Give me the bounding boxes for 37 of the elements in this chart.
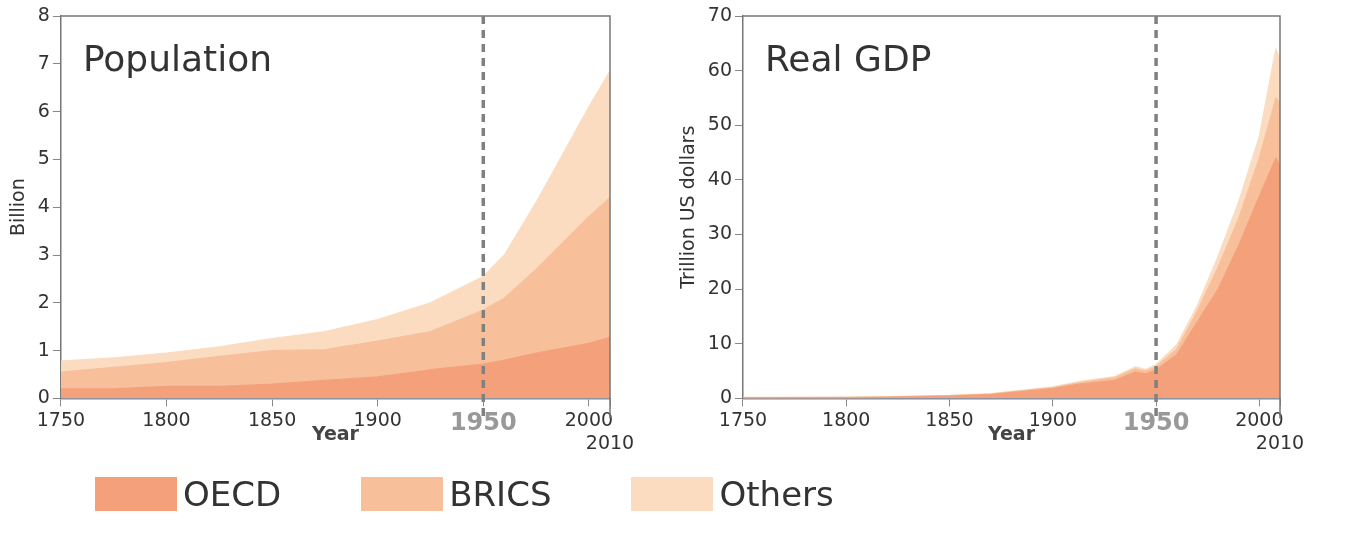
x-tick-label: 1750 [36,407,86,430]
text: 2010 [585,430,635,453]
legend-label: BRICS [449,474,552,514]
x-tick-label: 1950 [449,408,517,437]
x-tick-label: 2000 [1235,407,1284,430]
y-tick-label: 1 [37,337,50,360]
x-tick-label: 1850 [247,407,297,430]
y-tick-label: 30 [707,221,732,244]
y-axis-title: Billion [6,178,29,237]
y-tick-label: 4 [37,194,50,217]
y-tick-label: 2 [37,289,50,312]
x-tick-label: 1800 [822,407,871,430]
y-tick-label: 60 [707,57,732,80]
x-tick-label: 2000 [564,407,614,430]
y-tick-label: 0 [37,385,50,408]
y-tick-label: 20 [707,276,732,299]
y-tick-label: 6 [37,98,50,121]
legend-label: OECD [183,474,282,514]
y-axis-title: Trillion US dollars [676,125,699,290]
y-tick-label: 5 [37,146,50,169]
text: Population [82,38,273,80]
text: 2010 [1255,430,1305,453]
y-tick-label: 50 [707,112,732,135]
y-tick-label: 8 [37,2,50,25]
y-tick-label: 40 [707,166,732,189]
y-tick-label: 3 [37,241,50,264]
y-tick-label: 7 [37,50,50,73]
y-tick-label: 0 [719,385,732,408]
text: Real GDP [764,38,932,80]
y-tick-label: 10 [707,330,732,353]
y-tick-label: 70 [707,2,732,25]
x-tick-label: 1900 [353,407,402,430]
legend-label: Others [719,474,834,514]
x-tick-label: 1800 [142,407,191,430]
x-tick-label: 1750 [718,407,768,430]
x-tick-label: 1850 [925,407,974,430]
x-tick-label: 1950 [1122,408,1190,437]
